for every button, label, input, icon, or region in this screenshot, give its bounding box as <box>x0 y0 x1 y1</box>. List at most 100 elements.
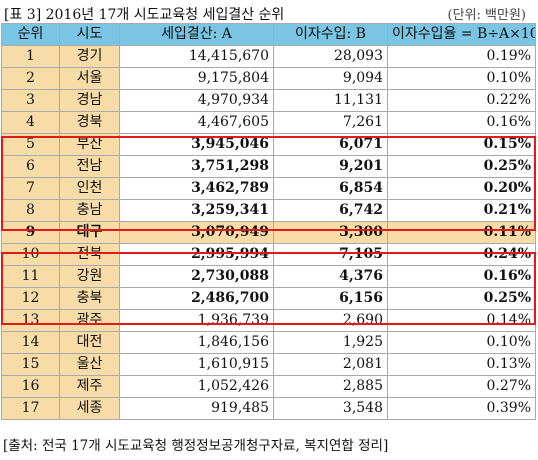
rate-cell: 0.27% <box>387 375 536 398</box>
rank-cell: 7 <box>1 177 60 200</box>
interest-cell: 4,376 <box>273 265 388 288</box>
revenue-cell: 1,936,739 <box>119 309 274 332</box>
unit-label: (단위: 백만원) <box>447 8 526 23</box>
table-row: 3 경남 4,970,934 11,131 0.22% <box>1 89 536 112</box>
revenue-cell: 1,610,915 <box>119 353 274 376</box>
rate-cell: 0.21% <box>387 199 536 222</box>
revenue-cell: 3,751,298 <box>119 155 274 178</box>
col-header-region: 시도 <box>59 23 120 46</box>
revenue-cell: 1,052,426 <box>119 375 274 398</box>
region-cell: 전남 <box>59 155 120 178</box>
table-row: 13 광주 1,936,739 2,690 0.14% <box>1 309 536 332</box>
interest-cell: 2,885 <box>273 375 388 398</box>
revenue-cell: 1,846,156 <box>119 331 274 354</box>
table-row-daegu: 9 대구 3,070,949 3,300 0.11% <box>1 221 536 244</box>
interest-cell: 7,105 <box>273 243 388 266</box>
rate-cell: 0.39% <box>387 397 536 420</box>
region-cell: 경남 <box>59 89 120 112</box>
interest-cell: 11,131 <box>273 89 388 112</box>
interest-cell: 6,742 <box>273 199 388 222</box>
region-cell: 부산 <box>59 133 120 156</box>
rank-cell: 6 <box>1 155 60 178</box>
table-row: 17 세종 919,485 3,548 0.39% <box>1 397 536 420</box>
revenue-cell: 3,259,341 <box>119 199 274 222</box>
rate-cell: 0.25% <box>387 287 536 310</box>
region-cell: 전북 <box>59 243 120 266</box>
region-cell: 경기 <box>59 45 120 68</box>
table-row: 6 전남 3,751,298 9,201 0.25% <box>1 155 536 178</box>
rate-cell: 0.19% <box>387 45 536 68</box>
region-cell: 광주 <box>59 309 120 332</box>
rank-cell: 14 <box>1 331 60 354</box>
interest-cell: 28,093 <box>273 45 388 68</box>
interest-cell: 9,094 <box>273 67 388 90</box>
region-cell: 제주 <box>59 375 120 398</box>
revenue-cell: 3,070,949 <box>119 221 274 244</box>
col-header-revenue: 세입결산: A <box>119 23 274 46</box>
table-title: [표 3] 2016년 17개 시도교육청 세입결산 순위 <box>4 7 285 23</box>
rank-cell: 13 <box>1 309 60 332</box>
region-cell: 강원 <box>59 265 120 288</box>
table-row: 12 충북 2,486,700 6,156 0.25% <box>1 287 536 310</box>
region-cell: 충북 <box>59 287 120 310</box>
rate-cell: 0.25% <box>387 155 536 178</box>
rate-cell: 0.13% <box>387 353 536 376</box>
rank-cell: 5 <box>1 133 60 156</box>
region-cell: 경북 <box>59 111 120 134</box>
rate-cell: 0.24% <box>387 243 536 266</box>
col-header-rank: 순위 <box>1 23 60 46</box>
revenue-cell: 4,467,605 <box>119 111 274 134</box>
rank-cell: 10 <box>1 243 60 266</box>
rate-cell: 0.20% <box>387 177 536 200</box>
interest-cell: 6,854 <box>273 177 388 200</box>
rank-cell: 16 <box>1 375 60 398</box>
rank-cell: 17 <box>1 397 60 420</box>
interest-cell: 3,548 <box>273 397 388 420</box>
table-row: 11 강원 2,730,088 4,376 0.16% <box>1 265 536 288</box>
rank-cell: 4 <box>1 111 60 134</box>
table-header-row: 순위 시도 세입결산: A 이자수입: B 이자수입율 = B÷A×100 <box>1 23 536 46</box>
table-row: 1 경기 14,415,670 28,093 0.19% <box>1 45 536 68</box>
rank-cell: 8 <box>1 199 60 222</box>
interest-cell: 7,261 <box>273 111 388 134</box>
revenue-cell: 14,415,670 <box>119 45 274 68</box>
table-row: 16 제주 1,052,426 2,885 0.27% <box>1 375 536 398</box>
region-cell: 울산 <box>59 353 120 376</box>
table-row: 8 충남 3,259,341 6,742 0.21% <box>1 199 536 222</box>
interest-cell: 2,081 <box>273 353 388 376</box>
revenue-cell: 2,995,994 <box>119 243 274 266</box>
rank-cell: 1 <box>1 45 60 68</box>
interest-cell: 2,690 <box>273 309 388 332</box>
rate-cell: 0.10% <box>387 331 536 354</box>
rate-cell: 0.10% <box>387 67 536 90</box>
interest-cell: 1,925 <box>273 331 388 354</box>
table-row: 10 전북 2,995,994 7,105 0.24% <box>1 243 536 266</box>
interest-cell: 9,201 <box>273 155 388 178</box>
interest-cell: 6,156 <box>273 287 388 310</box>
table-row: 14 대전 1,846,156 1,925 0.10% <box>1 331 536 354</box>
rate-cell: 0.16% <box>387 111 536 134</box>
rank-cell: 12 <box>1 287 60 310</box>
rate-cell: 0.16% <box>387 265 536 288</box>
table-row: 2 서울 9,175,804 9,094 0.10% <box>1 67 536 90</box>
rate-cell: 0.22% <box>387 89 536 112</box>
rate-cell: 0.11% <box>387 221 536 244</box>
rank-cell: 3 <box>1 89 60 112</box>
revenue-cell: 2,486,700 <box>119 287 274 310</box>
revenue-cell: 9,175,804 <box>119 67 274 90</box>
revenue-cell: 3,462,789 <box>119 177 274 200</box>
table-row: 7 인천 3,462,789 6,854 0.20% <box>1 177 536 200</box>
col-header-interest: 이자수입: B <box>273 23 388 46</box>
rank-cell: 9 <box>1 221 60 244</box>
region-cell: 대전 <box>59 331 120 354</box>
revenue-cell: 3,945,046 <box>119 133 274 156</box>
source-note: [출처: 전국 17개 시도교육청 행정정보공개청구자료, 복지연합 정리] <box>3 438 389 454</box>
revenue-cell: 4,970,934 <box>119 89 274 112</box>
col-header-rate: 이자수입율 = B÷A×100 <box>387 23 536 46</box>
revenue-ranking-table: 순위 시도 세입결산: A 이자수입: B 이자수입율 = B÷A×100 1 … <box>1 23 536 420</box>
revenue-cell: 919,485 <box>119 397 274 420</box>
rate-cell: 0.14% <box>387 309 536 332</box>
region-cell: 인천 <box>59 177 120 200</box>
table-row: 4 경북 4,467,605 7,261 0.16% <box>1 111 536 134</box>
region-cell: 충남 <box>59 199 120 222</box>
